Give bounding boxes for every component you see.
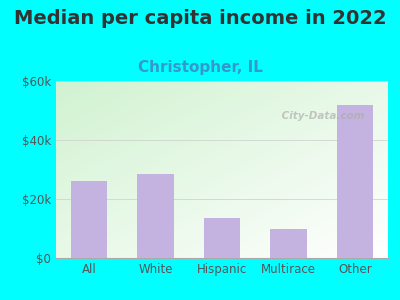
- Bar: [336, 105, 373, 258]
- Text: Median per capita income in 2022: Median per capita income in 2022: [14, 9, 386, 28]
- Text: City-Data.com: City-Data.com: [278, 111, 365, 122]
- Bar: [204, 218, 240, 258]
- Bar: [71, 181, 108, 258]
- Text: Christopher, IL: Christopher, IL: [138, 60, 262, 75]
- Bar: [270, 229, 307, 258]
- Bar: [137, 174, 174, 258]
